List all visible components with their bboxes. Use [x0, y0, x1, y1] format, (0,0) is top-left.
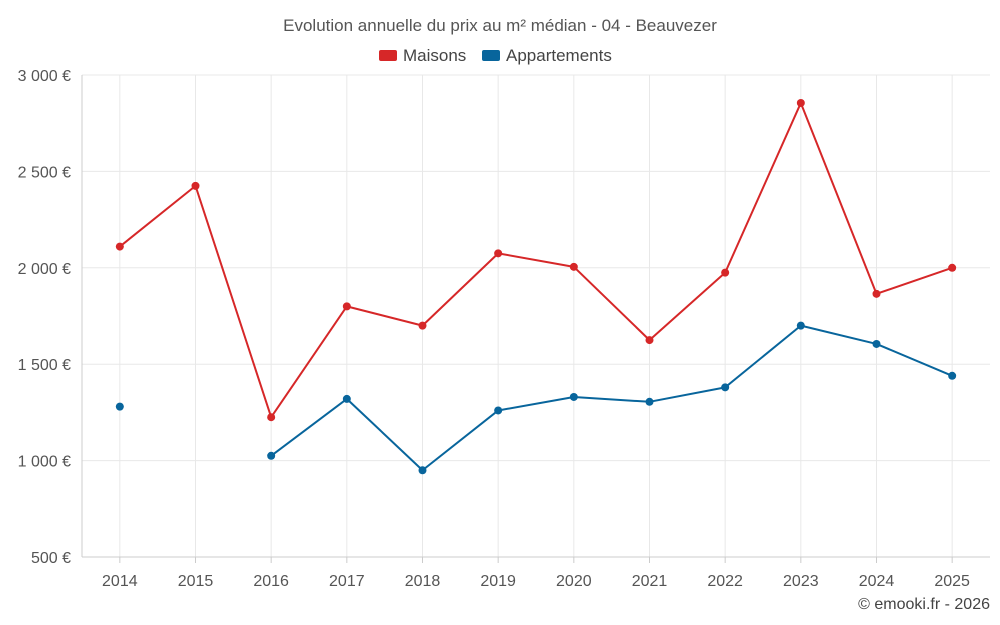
x-tick-label: 2015	[178, 573, 214, 590]
data-point-maisons-2020[interactable]	[569, 262, 578, 271]
data-point-appartements-2014[interactable]	[115, 402, 124, 411]
y-tick-label: 2 500 €	[18, 164, 71, 181]
series-appartements	[115, 321, 957, 475]
x-tick-label: 2014	[102, 573, 138, 590]
legend: Maisons Appartements	[379, 46, 612, 65]
data-point-appartements-2024[interactable]	[872, 339, 881, 348]
y-axis: 500 € 1 000 € 1 500 € 2 000 € 2 500 € 3 000 €	[18, 68, 83, 567]
y-tick-label: 500 €	[31, 550, 71, 567]
series	[115, 98, 957, 475]
y-tick-label: 3 000 €	[18, 68, 71, 85]
legend-item-maisons[interactable]: Maisons	[379, 46, 466, 65]
data-point-maisons-2022[interactable]	[721, 268, 730, 277]
data-point-appartements-2016[interactable]	[267, 451, 276, 460]
x-tick-label: 2023	[783, 573, 819, 590]
y-tick-label: 1 500 €	[18, 357, 71, 374]
data-point-maisons-2025[interactable]	[948, 263, 957, 272]
x-tick-label: 2021	[632, 573, 668, 590]
legend-item-appartements[interactable]: Appartements	[482, 46, 612, 65]
data-point-maisons-2024[interactable]	[872, 289, 881, 298]
data-point-maisons-2019[interactable]	[494, 249, 503, 258]
data-point-appartements-2017[interactable]	[342, 394, 351, 403]
grid	[82, 74, 990, 557]
data-point-maisons-2015[interactable]	[191, 181, 200, 190]
legend-label-appartements: Appartements	[506, 46, 612, 65]
data-point-appartements-2022[interactable]	[721, 383, 730, 392]
x-axis: 2014 2015 2016 2017 2018 2019 2020 2021 2022 2023…	[82, 556, 990, 590]
series-maisons	[115, 98, 957, 422]
x-tick-label: 2019	[480, 573, 516, 590]
data-point-appartements-2021[interactable]	[645, 397, 654, 406]
legend-label-maisons: Maisons	[403, 46, 466, 65]
series-line-maisons	[119, 101, 953, 419]
x-tick-label: 2018	[405, 573, 441, 590]
x-tick-label: 2025	[934, 573, 970, 590]
data-point-maisons-2018[interactable]	[418, 321, 427, 330]
y-tick-label: 1 000 €	[18, 454, 71, 471]
data-point-maisons-2014[interactable]	[115, 242, 124, 251]
data-point-appartements-2019[interactable]	[494, 406, 503, 415]
y-tick-label: 2 000 €	[18, 261, 71, 278]
credit-text: © emooki.fr - 2026	[858, 596, 990, 613]
data-point-appartements-2018[interactable]	[418, 466, 427, 475]
data-point-maisons-2016[interactable]	[267, 413, 276, 422]
x-tick-label: 2016	[253, 573, 289, 590]
data-point-appartements-2023[interactable]	[796, 321, 805, 330]
x-tick-label: 2024	[859, 573, 895, 590]
data-point-maisons-2023[interactable]	[796, 98, 805, 107]
data-point-maisons-2017[interactable]	[342, 302, 351, 311]
data-point-maisons-2021[interactable]	[645, 336, 654, 345]
x-tick-label: 2017	[329, 573, 365, 590]
legend-swatch-maisons	[379, 50, 397, 61]
data-point-appartements-2020[interactable]	[569, 392, 578, 401]
series-line-appartements	[270, 324, 953, 472]
legend-swatch-appartements	[482, 50, 500, 61]
data-point-appartements-2025[interactable]	[948, 371, 957, 380]
x-tick-label: 2020	[556, 573, 592, 590]
chart-title: Evolution annuelle du prix au m² médian …	[283, 16, 717, 35]
x-tick-label: 2022	[707, 573, 743, 590]
